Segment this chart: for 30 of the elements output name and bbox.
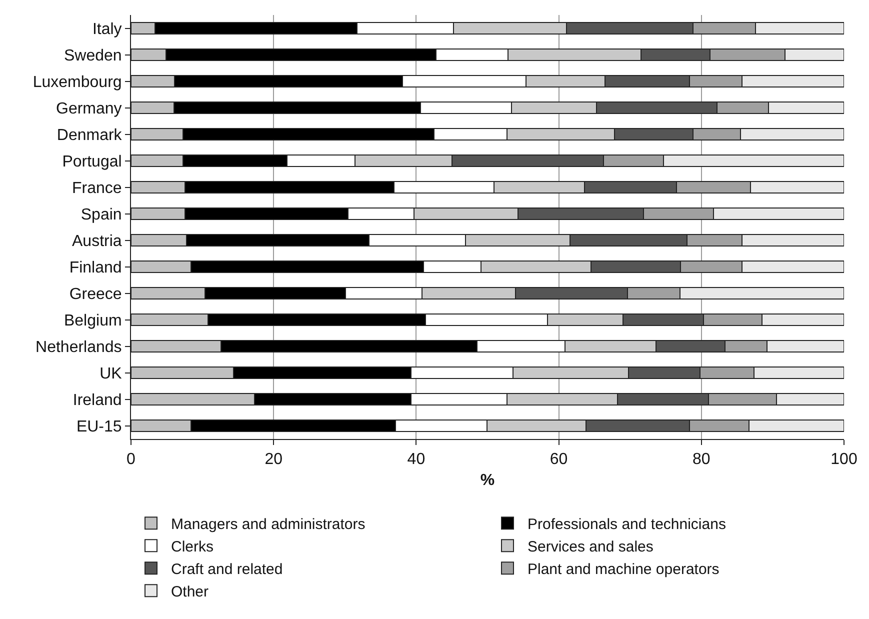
x-tick-label: 20: [264, 451, 283, 468]
y-tick-label: Italy: [92, 20, 122, 38]
x-tick-label: 80: [692, 451, 710, 468]
y-tick-label: Austria: [72, 232, 122, 250]
y-tick-label: Greece: [69, 286, 122, 303]
legend-label: Other: [171, 583, 209, 600]
legend-label: Professionals and technicians: [528, 516, 726, 533]
legend-label: Plant and machine operators: [528, 560, 720, 578]
legend-label: Services and sales: [528, 538, 654, 556]
y-tick-label: Netherlands: [36, 338, 122, 356]
y-tick-label: Portugal: [62, 153, 122, 170]
y-tick-label: Sweden: [64, 47, 122, 64]
y-tick-label: UK: [100, 365, 122, 382]
y-tick-label: Finland: [69, 259, 122, 276]
x-tick-label: 100: [830, 451, 858, 468]
legend-label: Craft and related: [171, 560, 283, 578]
y-tick-label: Denmark: [56, 126, 123, 144]
y-tick-label: Belgium: [64, 312, 122, 330]
legend-label: Managers and administrators: [171, 516, 366, 533]
x-tick-label: 0: [126, 451, 136, 468]
x-tick-label: 60: [550, 451, 568, 468]
legend-label: Clerks: [171, 538, 214, 556]
y-tick-label: Spain: [80, 206, 122, 224]
x-axis-title: %: [480, 472, 495, 489]
y-tick-label: France: [72, 180, 122, 197]
y-tick-label: EU-15: [76, 418, 122, 436]
y-tick-label: Luxembourg: [32, 74, 122, 91]
y-tick-label: Ireland: [72, 392, 122, 409]
y-tick-label: Germany: [56, 100, 122, 118]
x-tick-label: 40: [407, 451, 426, 468]
